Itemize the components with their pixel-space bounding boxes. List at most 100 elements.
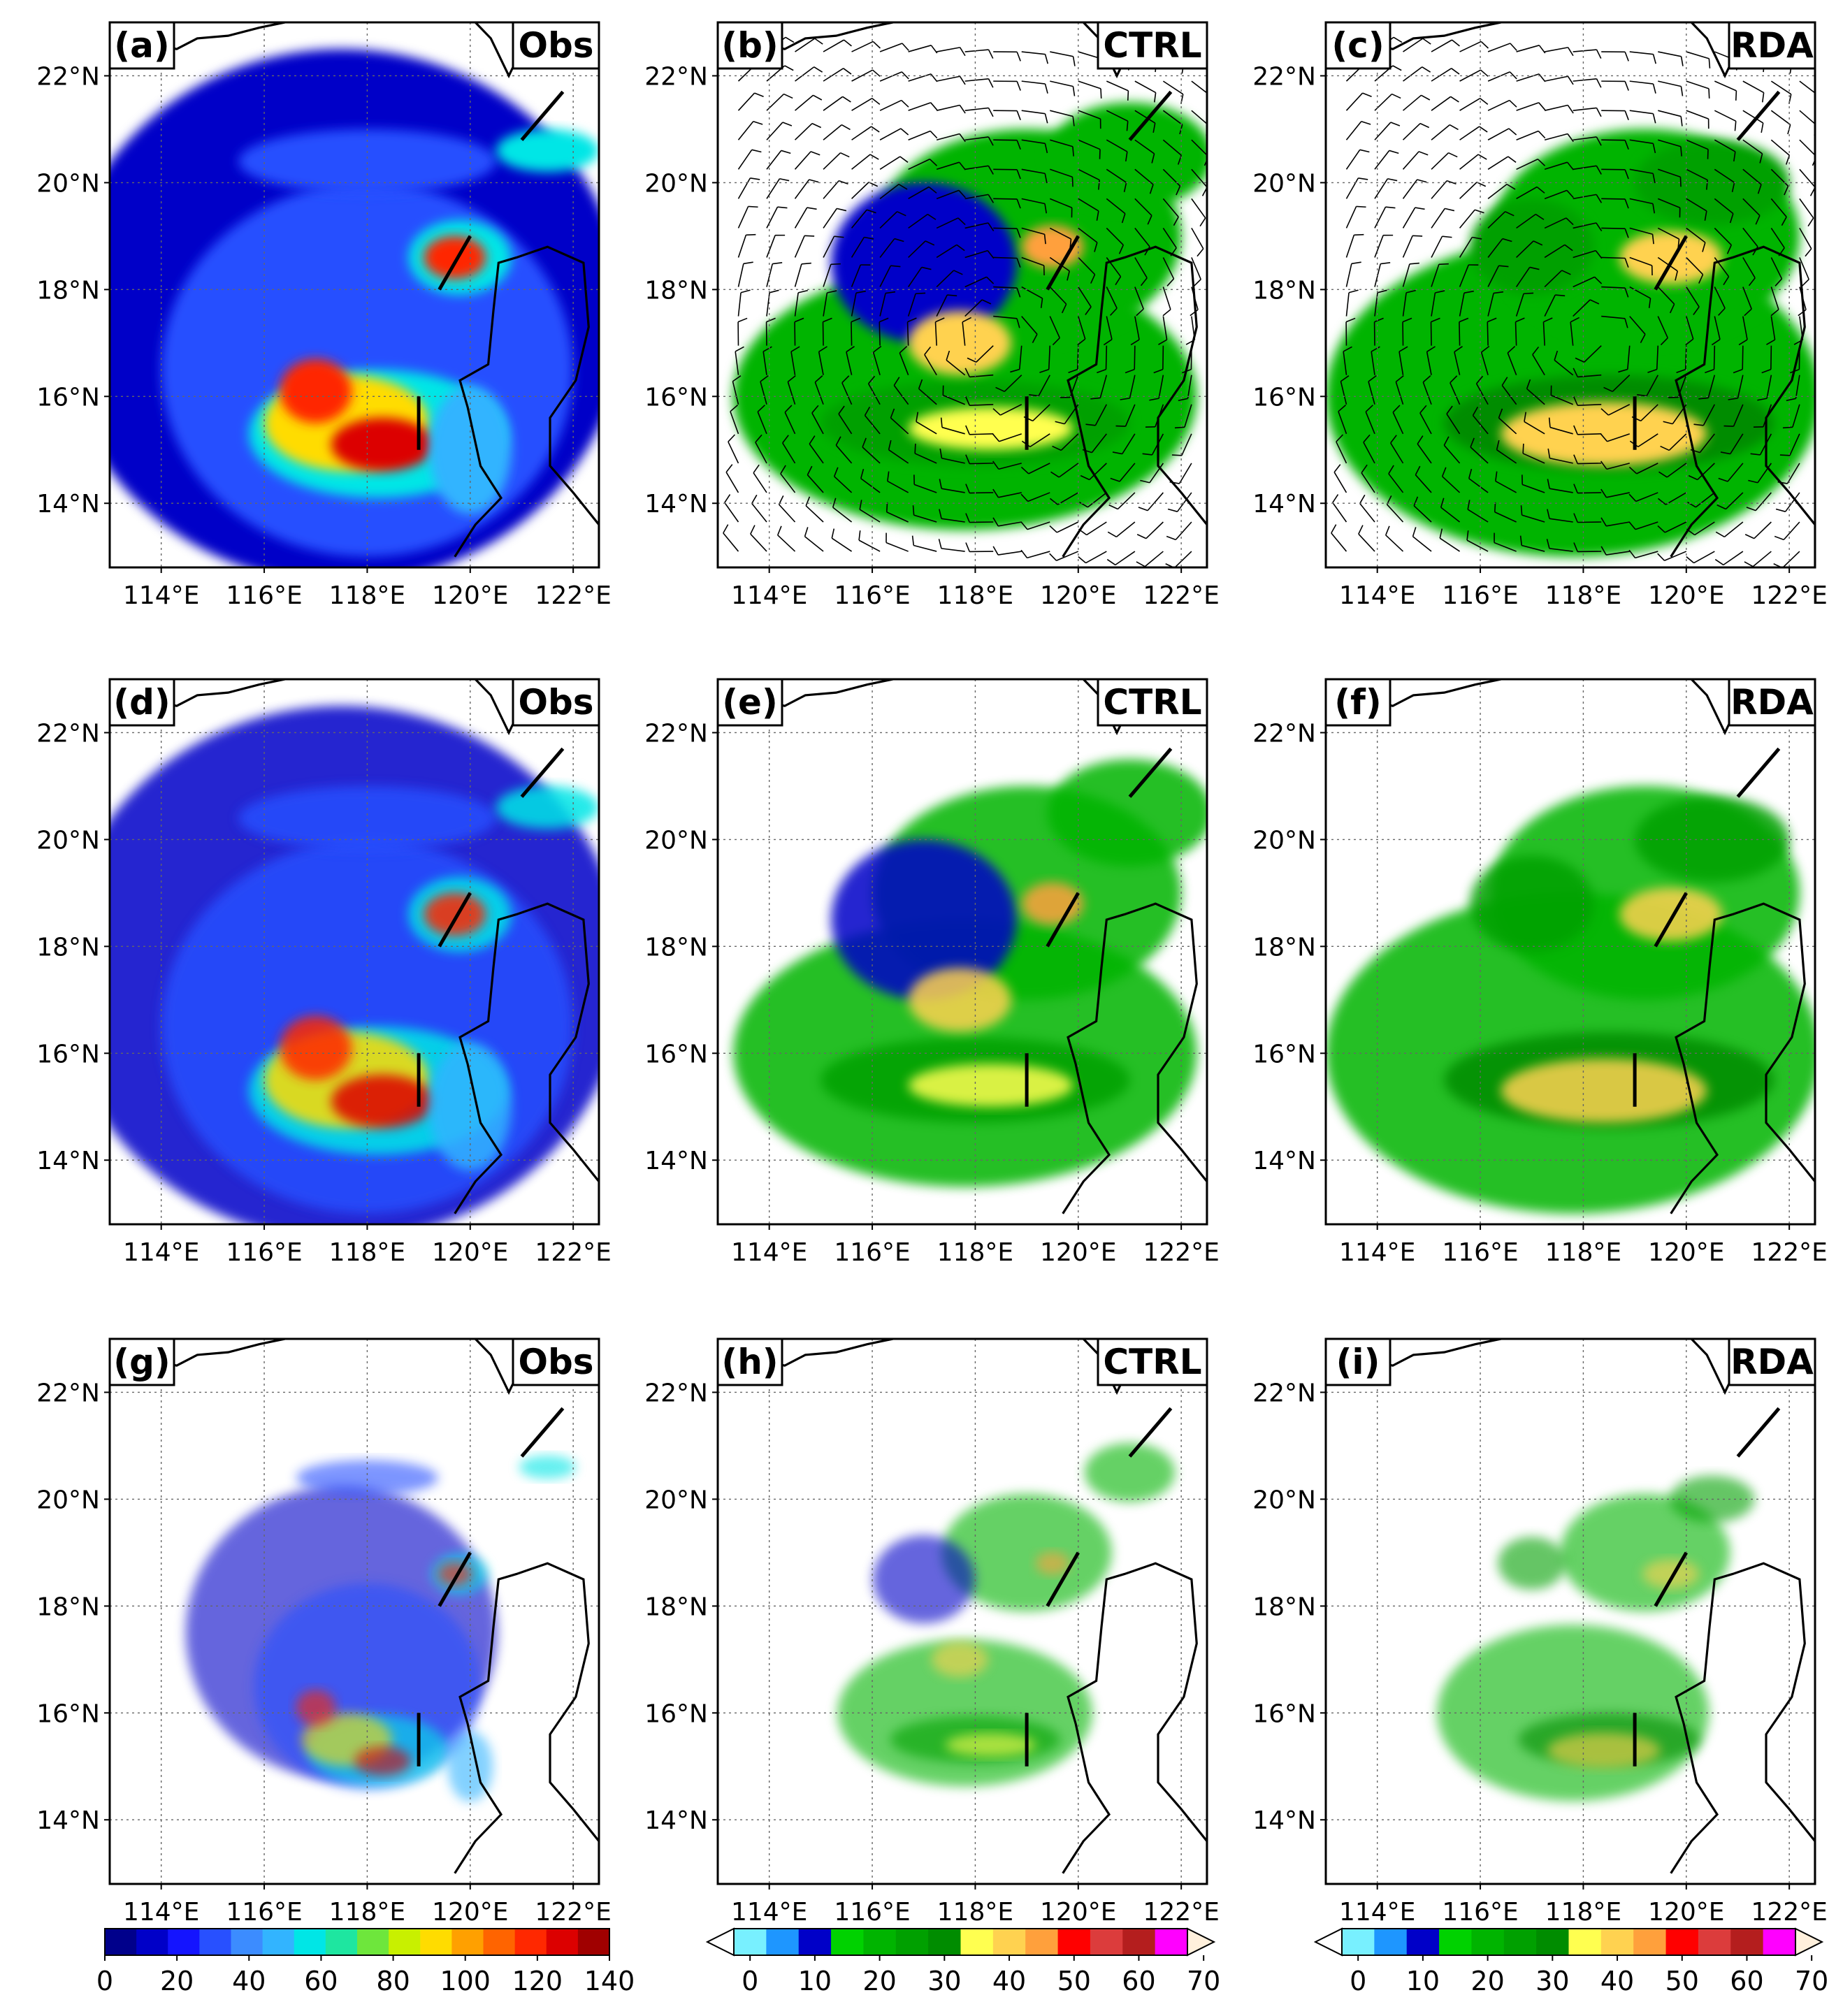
wind-barb-flag [1029, 394, 1039, 397]
wind-barb [1695, 492, 1715, 508]
wind-barb-flag [1443, 436, 1450, 446]
wind-barb [1658, 51, 1682, 57]
wind-barb [1402, 123, 1421, 140]
panel-label: (e) [722, 682, 778, 723]
wind-barb-flag [1652, 203, 1656, 214]
wind-barb-flag [1624, 169, 1629, 180]
panel-label: (a) [114, 25, 169, 66]
wind-barb-flag [864, 406, 871, 416]
wind-barb [886, 512, 909, 523]
wind-barb-flag [1786, 398, 1796, 402]
wind-barb [1549, 548, 1573, 552]
wind-barb-flag [992, 546, 999, 556]
wind-barb-flag [959, 133, 966, 143]
wind-barb-flag [1624, 81, 1629, 91]
wind-barb [1635, 492, 1658, 502]
wind-barb-flag [899, 345, 908, 354]
wind-barb [1515, 293, 1524, 317]
colorbar-swatch [1698, 1929, 1731, 1955]
wind-barb-flag [914, 443, 916, 454]
wind-barb [993, 315, 1018, 319]
wind-barb [1524, 421, 1545, 435]
map-background [1326, 1339, 1815, 1884]
coastline-segment [1062, 1562, 1207, 1884]
wind-barb [1554, 359, 1574, 376]
panel-label-box [1324, 1337, 1392, 1386]
wind-barb-flag [939, 509, 942, 519]
map-panel-b: (b) CTRL 22°N 20°N 18°N 16°N 14°N 114°E 116°E 118… [644, 21, 1220, 610]
wind-barb-flag [939, 448, 943, 458]
wind-barb [1607, 433, 1630, 442]
wind-barb-flag [1079, 501, 1088, 508]
wind-barb [735, 351, 739, 375]
wind-barb [1549, 518, 1573, 523]
wind-barb-flag [862, 437, 867, 448]
wind-barb-flag [1805, 248, 1812, 257]
colorbar-swatch [1057, 1929, 1091, 1955]
lon-tick-label: 118°E [329, 581, 405, 610]
wind-barb [893, 385, 909, 405]
wind-barb [724, 502, 739, 523]
panel-tag-box [1728, 678, 1816, 727]
wind-barb-flag [867, 375, 876, 384]
wind-barb [1657, 198, 1681, 209]
precip-area [941, 1493, 1112, 1611]
wind-barb [1345, 263, 1352, 287]
wind-barb [887, 480, 909, 493]
wind-barb [1162, 316, 1168, 340]
wind-barb-flag [959, 105, 966, 114]
coastline-segment [1670, 245, 1815, 567]
lat-tick-label: 20°N [1252, 826, 1316, 855]
wind-barb-flag [901, 71, 909, 80]
wind-barb-flag [1072, 86, 1076, 96]
wind-barb-flag [1573, 513, 1578, 523]
wind-barb-flag [1077, 338, 1086, 346]
wind-barb-flag [1348, 289, 1359, 293]
wind-barb [1544, 161, 1568, 171]
wind-barb [1078, 227, 1098, 243]
coastline-segment [454, 902, 599, 1224]
wind-barb-flag [725, 464, 733, 473]
wind-barb-flag [814, 38, 823, 45]
map-panel-a: (a) Obs 22°N 20°N 18°N 16°N 14°N 114°E 116°E 118°… [36, 21, 612, 610]
lon-tick-label: 116°E [226, 1898, 302, 1927]
lon-tick-label: 114°E [731, 581, 807, 610]
wind-barb [1656, 345, 1659, 370]
wind-barb [1549, 488, 1573, 493]
wind-barb [1162, 110, 1183, 126]
wind-barb-flag [1085, 423, 1096, 426]
wind-barb [1742, 287, 1752, 310]
wind-barb [1191, 139, 1207, 157]
wind-barb [1799, 228, 1812, 249]
wind-barb-flag [1660, 338, 1668, 346]
wind-barb [1707, 375, 1716, 398]
wind-barb [784, 412, 796, 435]
wind-barb-flag [1472, 406, 1479, 416]
wind-barb [1359, 502, 1375, 523]
wind-barb [1162, 168, 1181, 187]
lon-tick-label: 114°E [1339, 1898, 1415, 1927]
colorbar-swatch [105, 1929, 137, 1955]
wind-barb-flag [1106, 558, 1116, 566]
wind-barb [1714, 198, 1734, 215]
wind-barb [814, 382, 824, 405]
panel-label-box [1324, 21, 1392, 70]
wind-barb [1048, 345, 1051, 370]
wind-barb-flag [1358, 177, 1368, 180]
wind-barb [1468, 478, 1489, 493]
wind-barb [1516, 186, 1538, 200]
wind-barb-flag [750, 525, 756, 535]
wind-barb [760, 381, 767, 405]
cross-section-line [1046, 892, 1080, 948]
wind-barb [1119, 463, 1136, 482]
colorbar-rda: 0 10 20 30 40 50 60 70 [1313, 1927, 1828, 1996]
wind-barb [1470, 447, 1489, 464]
wind-barb [823, 124, 842, 140]
wind-barb-flag [1726, 245, 1732, 254]
wind-barb-flag [1801, 279, 1809, 287]
cross-section-line [1128, 1407, 1173, 1458]
wind-barb-flag [1390, 435, 1397, 444]
wind-barb [859, 509, 881, 523]
wind-barb-flag [1449, 124, 1459, 131]
